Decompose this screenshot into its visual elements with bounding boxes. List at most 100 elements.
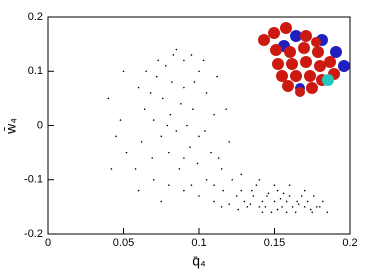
point bbox=[196, 162, 199, 165]
point bbox=[183, 189, 185, 192]
point bbox=[294, 211, 297, 214]
point bbox=[240, 173, 243, 176]
point bbox=[149, 92, 152, 94]
point bbox=[261, 211, 264, 214]
point bbox=[225, 108, 227, 111]
point bbox=[161, 97, 164, 100]
point bbox=[266, 195, 268, 197]
point bbox=[205, 92, 208, 94]
y-tick-label: 0.2 bbox=[28, 11, 43, 23]
point bbox=[198, 135, 200, 138]
x-axis-title: q̄₄ bbox=[192, 253, 206, 269]
point bbox=[228, 203, 230, 205]
point bbox=[122, 70, 125, 73]
point bbox=[151, 157, 153, 159]
point bbox=[160, 135, 163, 138]
point bbox=[180, 103, 182, 105]
point bbox=[240, 189, 243, 192]
point bbox=[309, 208, 312, 211]
point bbox=[279, 197, 282, 200]
point bbox=[183, 86, 185, 89]
point bbox=[285, 200, 288, 203]
point bbox=[306, 200, 309, 203]
point bbox=[125, 151, 128, 154]
point bbox=[228, 140, 230, 143]
point bbox=[281, 206, 283, 208]
point bbox=[312, 195, 315, 197]
point bbox=[303, 206, 306, 208]
point bbox=[205, 178, 208, 181]
point bbox=[251, 189, 253, 192]
point bbox=[157, 59, 160, 62]
point bbox=[220, 168, 223, 170]
point bbox=[303, 189, 306, 192]
point bbox=[213, 200, 215, 203]
point bbox=[297, 203, 300, 205]
point bbox=[288, 195, 291, 197]
y-axis-title: w̄₄ bbox=[3, 118, 19, 135]
point bbox=[183, 157, 185, 159]
y-tick-label: 0.1 bbox=[28, 65, 43, 77]
point bbox=[183, 59, 185, 62]
point bbox=[160, 200, 163, 203]
point bbox=[237, 208, 240, 211]
point bbox=[152, 178, 155, 181]
point bbox=[326, 211, 329, 214]
point bbox=[273, 200, 276, 203]
point bbox=[168, 151, 170, 154]
point bbox=[319, 206, 321, 208]
point bbox=[175, 48, 178, 51]
point bbox=[137, 86, 140, 89]
point bbox=[140, 140, 143, 143]
point bbox=[210, 151, 212, 154]
point bbox=[202, 59, 205, 62]
point bbox=[282, 192, 285, 195]
point bbox=[270, 211, 273, 214]
point bbox=[110, 168, 113, 170]
point bbox=[291, 206, 294, 208]
x-tick-label: 0 bbox=[45, 237, 51, 249]
point bbox=[296, 200, 298, 203]
point bbox=[311, 211, 314, 214]
point bbox=[171, 81, 173, 83]
point bbox=[192, 108, 194, 111]
point bbox=[267, 192, 270, 195]
point bbox=[213, 184, 215, 186]
point bbox=[119, 119, 122, 121]
point bbox=[243, 200, 246, 203]
x-tick-label: 0.15 bbox=[264, 237, 285, 249]
point bbox=[178, 168, 181, 170]
point bbox=[220, 206, 223, 208]
point bbox=[186, 124, 188, 127]
point bbox=[168, 184, 170, 186]
point bbox=[276, 189, 279, 192]
point bbox=[189, 146, 191, 148]
point bbox=[261, 200, 264, 203]
point bbox=[193, 81, 196, 83]
point bbox=[322, 200, 324, 203]
point bbox=[143, 108, 146, 111]
point bbox=[164, 65, 167, 67]
point bbox=[190, 184, 193, 186]
y-tick-label: -0.2 bbox=[24, 228, 43, 240]
y-tick-label: -0.1 bbox=[24, 174, 43, 186]
point bbox=[264, 206, 267, 208]
point bbox=[172, 54, 175, 56]
point bbox=[198, 70, 200, 73]
x-tick-label: 0.1 bbox=[191, 237, 206, 249]
point bbox=[235, 195, 238, 197]
point bbox=[222, 189, 224, 192]
point bbox=[231, 178, 234, 181]
x-tick-label: 0.05 bbox=[113, 237, 134, 249]
point bbox=[169, 113, 172, 116]
point bbox=[107, 97, 110, 100]
point bbox=[258, 178, 261, 181]
point bbox=[134, 168, 137, 170]
cluster-inset bbox=[258, 22, 350, 97]
point bbox=[285, 211, 288, 214]
point bbox=[246, 206, 249, 208]
point bbox=[258, 206, 261, 208]
point bbox=[217, 157, 220, 159]
point bbox=[155, 75, 158, 78]
